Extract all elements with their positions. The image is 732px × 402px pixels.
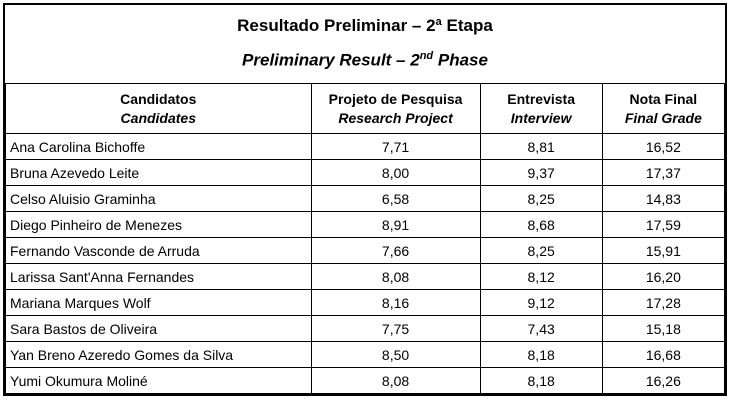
final-grade-cell: 16,20 (601, 263, 726, 291)
interview-score-cell: 8,68 (479, 211, 603, 239)
final-header-pt: Nota Final (629, 90, 698, 107)
final-grade-cell: 16,68 (601, 341, 726, 369)
interview-score-cell: 8,18 (479, 341, 603, 369)
interview-score-cell: 9,37 (479, 159, 603, 187)
table-row: Yan Breno Azeredo Gomes da Silva 8,50 8,… (5, 341, 726, 369)
final-grade-cell: 14,83 (601, 185, 726, 213)
table-row: Mariana Marques Wolf 8,16 9,12 17,28 (5, 289, 726, 317)
research-header-en: Research Project (338, 109, 453, 126)
research-score-cell: 8,16 (310, 289, 481, 317)
research-score-cell: 7,75 (310, 315, 481, 343)
document-title-block: Resultado Preliminar – 2ª Etapa Prelimin… (5, 5, 725, 83)
title-english-suffix: Phase (433, 50, 488, 70)
table-row: Bruna Azevedo Leite 8,00 9,37 17,37 (5, 159, 726, 187)
interview-score-cell: 8,25 (479, 185, 603, 213)
candidate-name-cell: Larissa Sant'Anna Fernandes (5, 263, 312, 291)
research-score-cell: 8,08 (310, 263, 481, 291)
candidate-name-cell: Mariana Marques Wolf (5, 289, 312, 317)
final-grade-cell: 16,52 (601, 133, 726, 161)
interview-score-cell: 8,12 (479, 263, 603, 291)
final-grade-cell: 15,18 (601, 315, 726, 343)
results-table: Candidatos Candidates Projeto de Pesquis… (5, 82, 726, 395)
candidate-name-cell: Yumi Okumura Moliné (5, 367, 312, 395)
interview-score-cell: 7,43 (479, 315, 603, 343)
final-grade-cell: 15,91 (601, 237, 726, 265)
interview-score-cell: 8,25 (479, 237, 603, 265)
research-score-cell: 8,08 (310, 367, 481, 395)
title-portuguese: Resultado Preliminar – 2ª Etapa (237, 16, 493, 35)
header-row: Candidatos Candidates Projeto de Pesquis… (5, 82, 726, 135)
table-row: Celso Aluisio Graminha 6,58 8,25 14,83 (5, 185, 726, 213)
interview-header-en: Interview (510, 109, 572, 126)
candidates-header-pt: Candidatos (120, 90, 197, 107)
interview-score-cell: 8,81 (479, 133, 603, 161)
research-score-cell: 7,66 (310, 237, 481, 265)
research-score-cell: 8,50 (310, 341, 481, 369)
column-header-candidates: Candidatos Candidates (5, 82, 312, 135)
table-row: Ana Carolina Bichoffe 7,71 8,81 16,52 (5, 133, 726, 161)
title-english-prefix: Preliminary Result – 2 (242, 50, 420, 70)
final-header-en: Final Grade (624, 109, 702, 126)
table-row: Diego Pinheiro de Menezes 8,91 8,68 17,5… (5, 211, 726, 239)
final-grade-cell: 16,26 (601, 367, 726, 395)
title-english-ordinal: nd (419, 50, 434, 62)
final-grade-cell: 17,59 (601, 211, 726, 239)
research-score-cell: 8,00 (310, 159, 481, 187)
results-document: Resultado Preliminar – 2ª Etapa Prelimin… (3, 3, 727, 397)
candidate-name-cell: Ana Carolina Bichoffe (5, 133, 312, 161)
table-row: Sara Bastos de Oliveira 7,75 7,43 15,18 (5, 315, 726, 343)
interview-score-cell: 8,18 (479, 367, 603, 395)
candidate-name-cell: Diego Pinheiro de Menezes (5, 211, 312, 239)
research-header-pt: Projeto de Pesquisa (328, 90, 463, 107)
table-row: Fernando Vasconde de Arruda 7,66 8,25 15… (5, 237, 726, 265)
final-grade-cell: 17,37 (601, 159, 726, 187)
final-grade-cell: 17,28 (601, 289, 726, 317)
column-header-interview: Entrevista Interview (479, 82, 603, 135)
interview-header-pt: Entrevista (507, 90, 575, 107)
research-score-cell: 7,71 (310, 133, 481, 161)
candidate-name-cell: Bruna Azevedo Leite (5, 159, 312, 187)
table-row: Larissa Sant'Anna Fernandes 8,08 8,12 16… (5, 263, 726, 291)
interview-score-cell: 9,12 (479, 289, 603, 317)
research-score-cell: 6,58 (310, 185, 481, 213)
research-score-cell: 8,91 (310, 211, 481, 239)
candidate-name-cell: Fernando Vasconde de Arruda (5, 237, 312, 265)
candidate-name-cell: Celso Aluisio Graminha (5, 185, 312, 213)
candidates-header-en: Candidates (120, 109, 197, 126)
candidate-name-cell: Sara Bastos de Oliveira (5, 315, 312, 343)
title-english: Preliminary Result – 2nd Phase (5, 50, 725, 71)
column-header-research-project: Projeto de Pesquisa Research Project (310, 82, 481, 135)
column-header-final-grade: Nota Final Final Grade (601, 82, 726, 135)
table-row: Yumi Okumura Moliné 8,08 8,18 16,26 (5, 367, 726, 395)
candidate-name-cell: Yan Breno Azeredo Gomes da Silva (5, 341, 312, 369)
